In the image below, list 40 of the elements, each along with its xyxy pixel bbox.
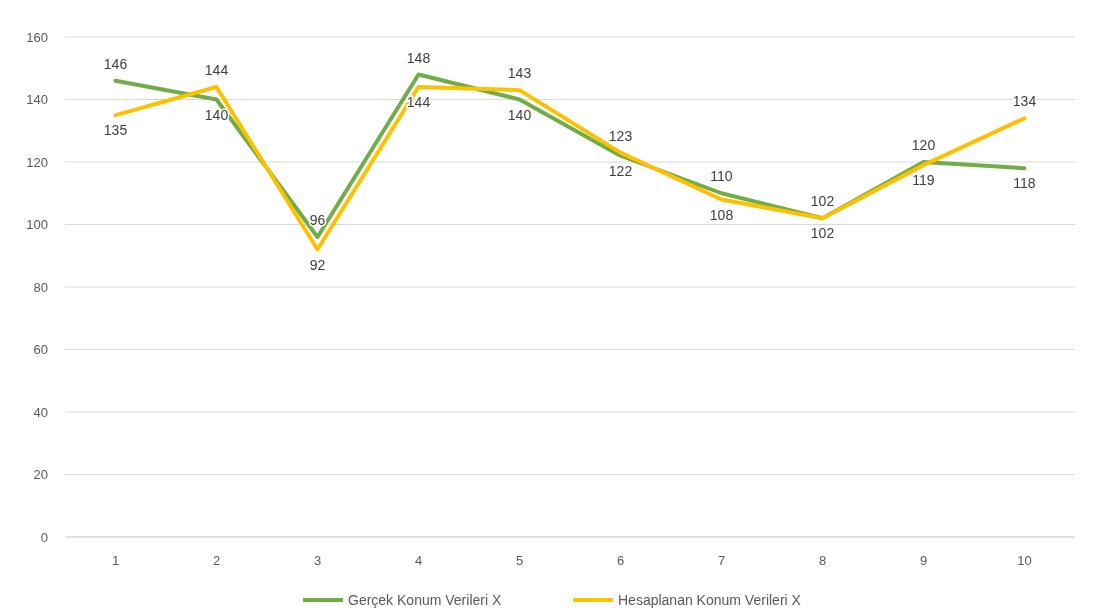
data-label: 144 xyxy=(204,62,229,78)
data-label: 140 xyxy=(507,106,532,123)
data-label: 146 xyxy=(103,55,128,72)
data-label: 108 xyxy=(709,206,734,223)
data-label: 110 xyxy=(710,168,733,185)
data-label: 118 xyxy=(1013,175,1036,192)
data-label: 135 xyxy=(103,122,128,139)
legend-label: Gerçek Konum Verileri X xyxy=(348,591,502,608)
y-tick-label: 40 xyxy=(33,404,48,420)
y-tick-label: 140 xyxy=(26,92,48,108)
data-label: 92 xyxy=(309,256,326,273)
data-label: 119 xyxy=(912,172,935,189)
data-label: 102 xyxy=(810,193,835,210)
data-label: 122 xyxy=(608,162,633,179)
data-label: 143 xyxy=(507,65,532,82)
data-label: 148 xyxy=(406,49,431,66)
y-tick-label: 120 xyxy=(26,154,48,170)
data-label: 123 xyxy=(608,127,633,144)
x-tick-label: 4 xyxy=(414,553,423,568)
y-tick-label: 80 xyxy=(33,279,48,295)
legend-label: Hesaplanan Konum Verileri X xyxy=(618,591,802,608)
x-tick-label: 10 xyxy=(1017,553,1032,568)
x-tick-label: 1 xyxy=(111,553,120,568)
y-tick-label: 60 xyxy=(33,342,48,358)
y-tick-label: 0 xyxy=(40,529,48,545)
y-tick-label: 100 xyxy=(26,217,48,233)
data-label: 140 xyxy=(204,106,229,123)
x-tick-label: 2 xyxy=(212,553,221,568)
x-tick-label: 8 xyxy=(818,553,827,568)
data-label: 102 xyxy=(810,225,835,242)
x-tick-label: 9 xyxy=(919,553,928,568)
data-label: 134 xyxy=(1012,93,1037,110)
x-tick-label: 6 xyxy=(616,553,625,568)
x-tick-label: 3 xyxy=(313,553,322,568)
data-label: 96 xyxy=(309,212,326,228)
y-tick-label: 160 xyxy=(26,29,48,45)
data-label: 120 xyxy=(911,137,936,153)
x-tick-label: 7 xyxy=(717,553,726,568)
y-tick-label: 20 xyxy=(33,467,48,483)
x-tick-label: 5 xyxy=(515,553,524,568)
